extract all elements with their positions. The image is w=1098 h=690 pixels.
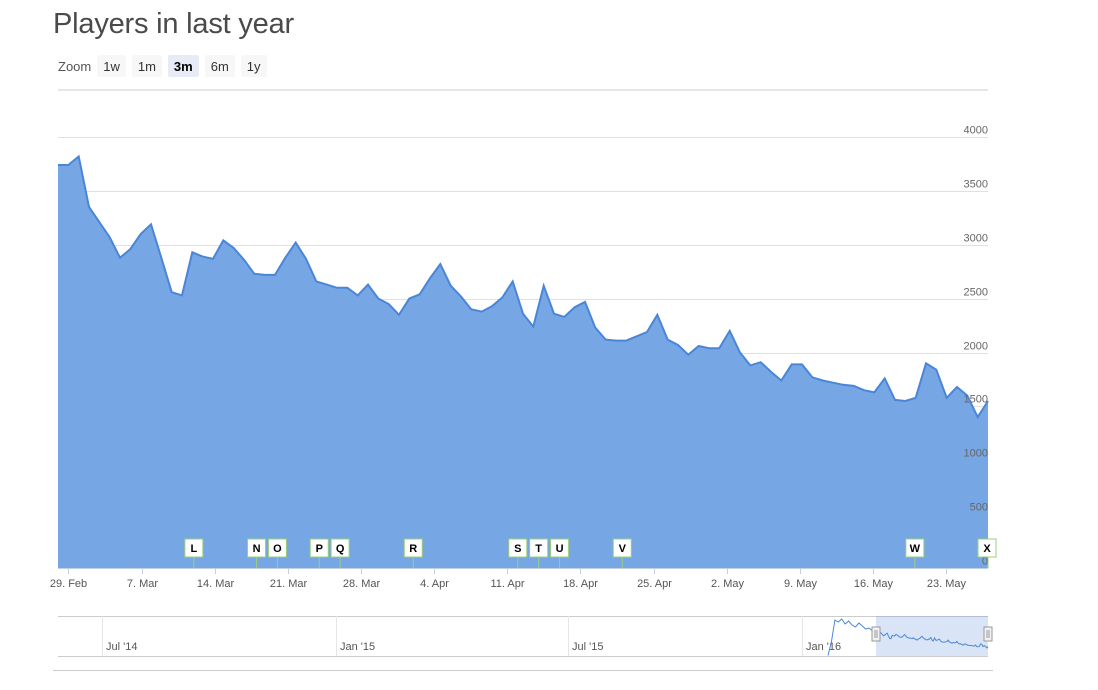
flag-box (267, 538, 287, 558)
zoom-3m-button[interactable]: 3m (167, 55, 199, 77)
y-tick-label: 1000 (964, 448, 988, 460)
page-title: Players in last year (53, 8, 294, 40)
event-flag-l[interactable]: L (184, 538, 204, 568)
navigator-label: Jul '15 (572, 641, 603, 653)
flag-box (529, 538, 549, 558)
flag-label: V (619, 543, 627, 555)
y-axis: 0 500 1000 1500 2000 2500 3000 3500 4000 (964, 125, 988, 568)
flag-box (508, 538, 528, 558)
x-tick-label: 9. May (784, 578, 818, 590)
event-flag-q[interactable]: Q (330, 538, 350, 568)
zoom-1m-button[interactable]: 1m (131, 55, 162, 77)
zoom-1w-button[interactable]: 1w (97, 55, 126, 77)
navigator-label: Jul '14 (106, 641, 137, 653)
flag-label: U (556, 543, 564, 555)
range-selector: Zoom 1w 1m 3m 6m 1y (58, 54, 267, 78)
x-tick-label: 4. Apr (420, 578, 449, 590)
flag-label: L (190, 543, 197, 555)
flag-label: P (316, 543, 323, 555)
flag-label: X (983, 543, 991, 555)
y-tick-label: 2500 (964, 287, 988, 299)
navigator-right-handle[interactable] (983, 626, 993, 642)
x-tick-label: 14. Mar (197, 578, 235, 590)
flag-label: O (273, 543, 282, 555)
x-tick-label: 11. Apr (490, 578, 524, 590)
event-flag-w[interactable]: W (905, 538, 925, 568)
x-tick-label: 28. Mar (343, 578, 381, 590)
event-flag-t[interactable]: T (529, 538, 549, 568)
handle-body (871, 626, 881, 642)
flag-box (403, 538, 423, 558)
x-tick-label: 23. May (927, 578, 967, 590)
zoom-1y-button[interactable]: 1y (240, 55, 267, 77)
handle-body (983, 626, 993, 642)
flag-label: T (535, 543, 542, 555)
zoom-label: Zoom (58, 58, 92, 74)
series-line[interactable] (58, 154, 989, 420)
x-tick-label: 18. Apr (563, 578, 598, 590)
navigator[interactable]: Jul '14 Jan '15 Jul '15 Jan '16 (53, 616, 993, 671)
y-tick-label: 4000 (964, 125, 988, 137)
flag-box (184, 538, 204, 558)
x-tick-label: 25. Apr (637, 578, 672, 590)
y-tick-label: 3000 (964, 233, 988, 245)
series-area[interactable] (58, 156, 988, 568)
flag-box (977, 538, 997, 558)
flag-box (905, 538, 925, 558)
event-flag-n[interactable]: N (247, 538, 267, 568)
y-tick-label: 2000 (964, 341, 988, 353)
event-flag-v[interactable]: V (612, 538, 632, 568)
flag-label: R (409, 543, 417, 555)
x-tick-label: 16. May (854, 578, 894, 590)
x-tick-label: 21. Mar (270, 578, 308, 590)
x-tick-label: 2. May (711, 578, 745, 590)
flag-box (247, 538, 267, 558)
flag-label: S (514, 543, 521, 555)
x-axis: 29. Feb 7. Mar 14. Mar 21. Mar 28. Mar 4. Apr… (50, 568, 988, 590)
y-tick-label: 1500 (964, 394, 988, 406)
navigator-label: Jan '16 (806, 641, 841, 653)
y-tick-label: 500 (970, 502, 988, 514)
event-flag-s[interactable]: S (508, 538, 528, 568)
event-flag-o[interactable]: O (267, 538, 287, 568)
flag-box (550, 538, 570, 558)
event-flag-r[interactable]: R (403, 538, 423, 568)
event-flag-u[interactable]: U (550, 538, 570, 568)
navigator-label: Jan '15 (340, 641, 375, 653)
y-tick-label: 0 (982, 556, 988, 568)
flag-box (330, 538, 350, 558)
flag-label: Q (336, 543, 345, 555)
flag-label: W (910, 543, 921, 555)
x-tick-label: 7. Mar (127, 578, 159, 590)
event-flag-p[interactable]: P (309, 538, 329, 568)
zoom-6m-button[interactable]: 6m (204, 55, 235, 77)
flag-box (612, 538, 632, 558)
y-tick-label: 3500 (964, 179, 988, 191)
flag-box (309, 538, 329, 558)
flag-label: N (253, 543, 261, 555)
x-tick-label: 29. Feb (50, 578, 87, 590)
navigator-left-handle[interactable] (871, 626, 881, 642)
event-flag-x[interactable]: X (977, 538, 997, 568)
